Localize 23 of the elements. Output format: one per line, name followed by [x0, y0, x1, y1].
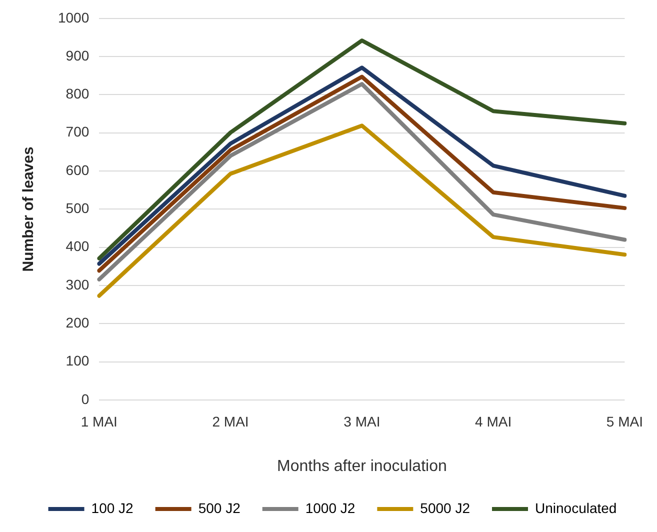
x-tick-label: 4 MAI: [475, 413, 512, 430]
x-tick-label: 2 MAI: [212, 413, 249, 430]
y-tick-label: 0: [81, 390, 90, 407]
y-tick-label: 200: [66, 314, 90, 331]
x-axis-title: Months after inoculation: [276, 458, 447, 475]
y-tick-label: 300: [66, 276, 90, 292]
y-tick-label: 600: [66, 162, 90, 178]
y-tick-label: 700: [66, 124, 90, 140]
y-tick-label: 800: [66, 86, 90, 102]
legend-label: 100 J2: [91, 500, 134, 516]
y-tick-label: 500: [66, 200, 90, 216]
y-tick-label: 400: [66, 238, 90, 254]
x-tick-label: 5 MAI: [606, 413, 644, 430]
x-tick-label: 3 MAI: [344, 413, 380, 430]
y-tick-label: 900: [66, 47, 90, 64]
legend-label: 500 J2: [198, 500, 241, 516]
x-tick-label: 1 MAI: [80, 413, 118, 430]
y-tick-label: 100: [66, 352, 90, 369]
y-axis-title: Number of leaves: [20, 146, 38, 272]
legend-label: Uninoculated: [534, 500, 617, 516]
legend-label: 1000 J2: [305, 500, 356, 516]
legend-label: 5000 J2: [420, 500, 470, 516]
y-tick-label: 1000: [58, 9, 90, 26]
